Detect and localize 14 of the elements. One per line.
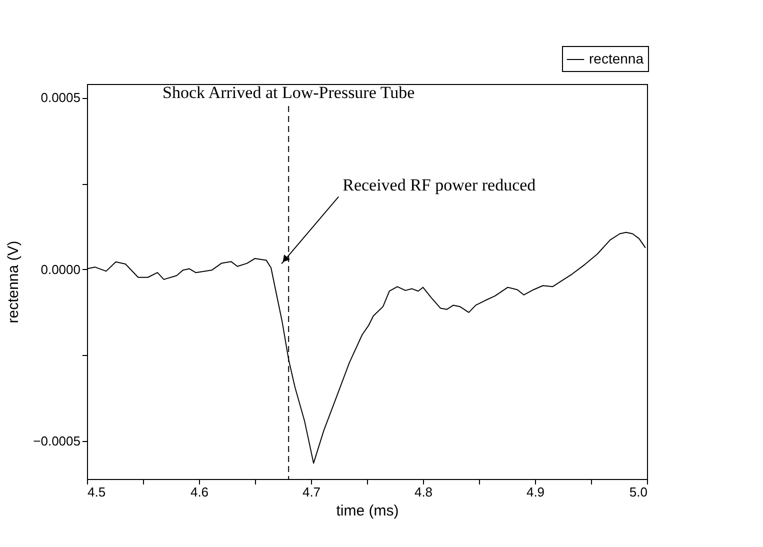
y-tick-label: 0.0000 — [40, 262, 80, 277]
x-tick-label: 4.9 — [526, 484, 545, 500]
x-tick-label: 4.8 — [414, 484, 433, 500]
x-tick-label: 4.7 — [302, 484, 321, 500]
annotation: Received RF power reduced — [342, 176, 536, 195]
ref-line-label: Shock Arrived at Low-Pressure Tube — [162, 83, 415, 102]
x-tick-label: 5.0 — [629, 484, 648, 500]
y-tick-label: −0.0005 — [33, 434, 80, 449]
y-axis-title: rectenna (V) — [5, 240, 22, 324]
x-tick-label: 4.6 — [190, 484, 209, 500]
x-tick-label: 4.5 — [88, 484, 106, 500]
legend-label: rectenna — [589, 50, 644, 66]
x-axis-title: time (ms) — [336, 502, 399, 520]
y-tick-label: 0.0005 — [40, 90, 80, 106]
